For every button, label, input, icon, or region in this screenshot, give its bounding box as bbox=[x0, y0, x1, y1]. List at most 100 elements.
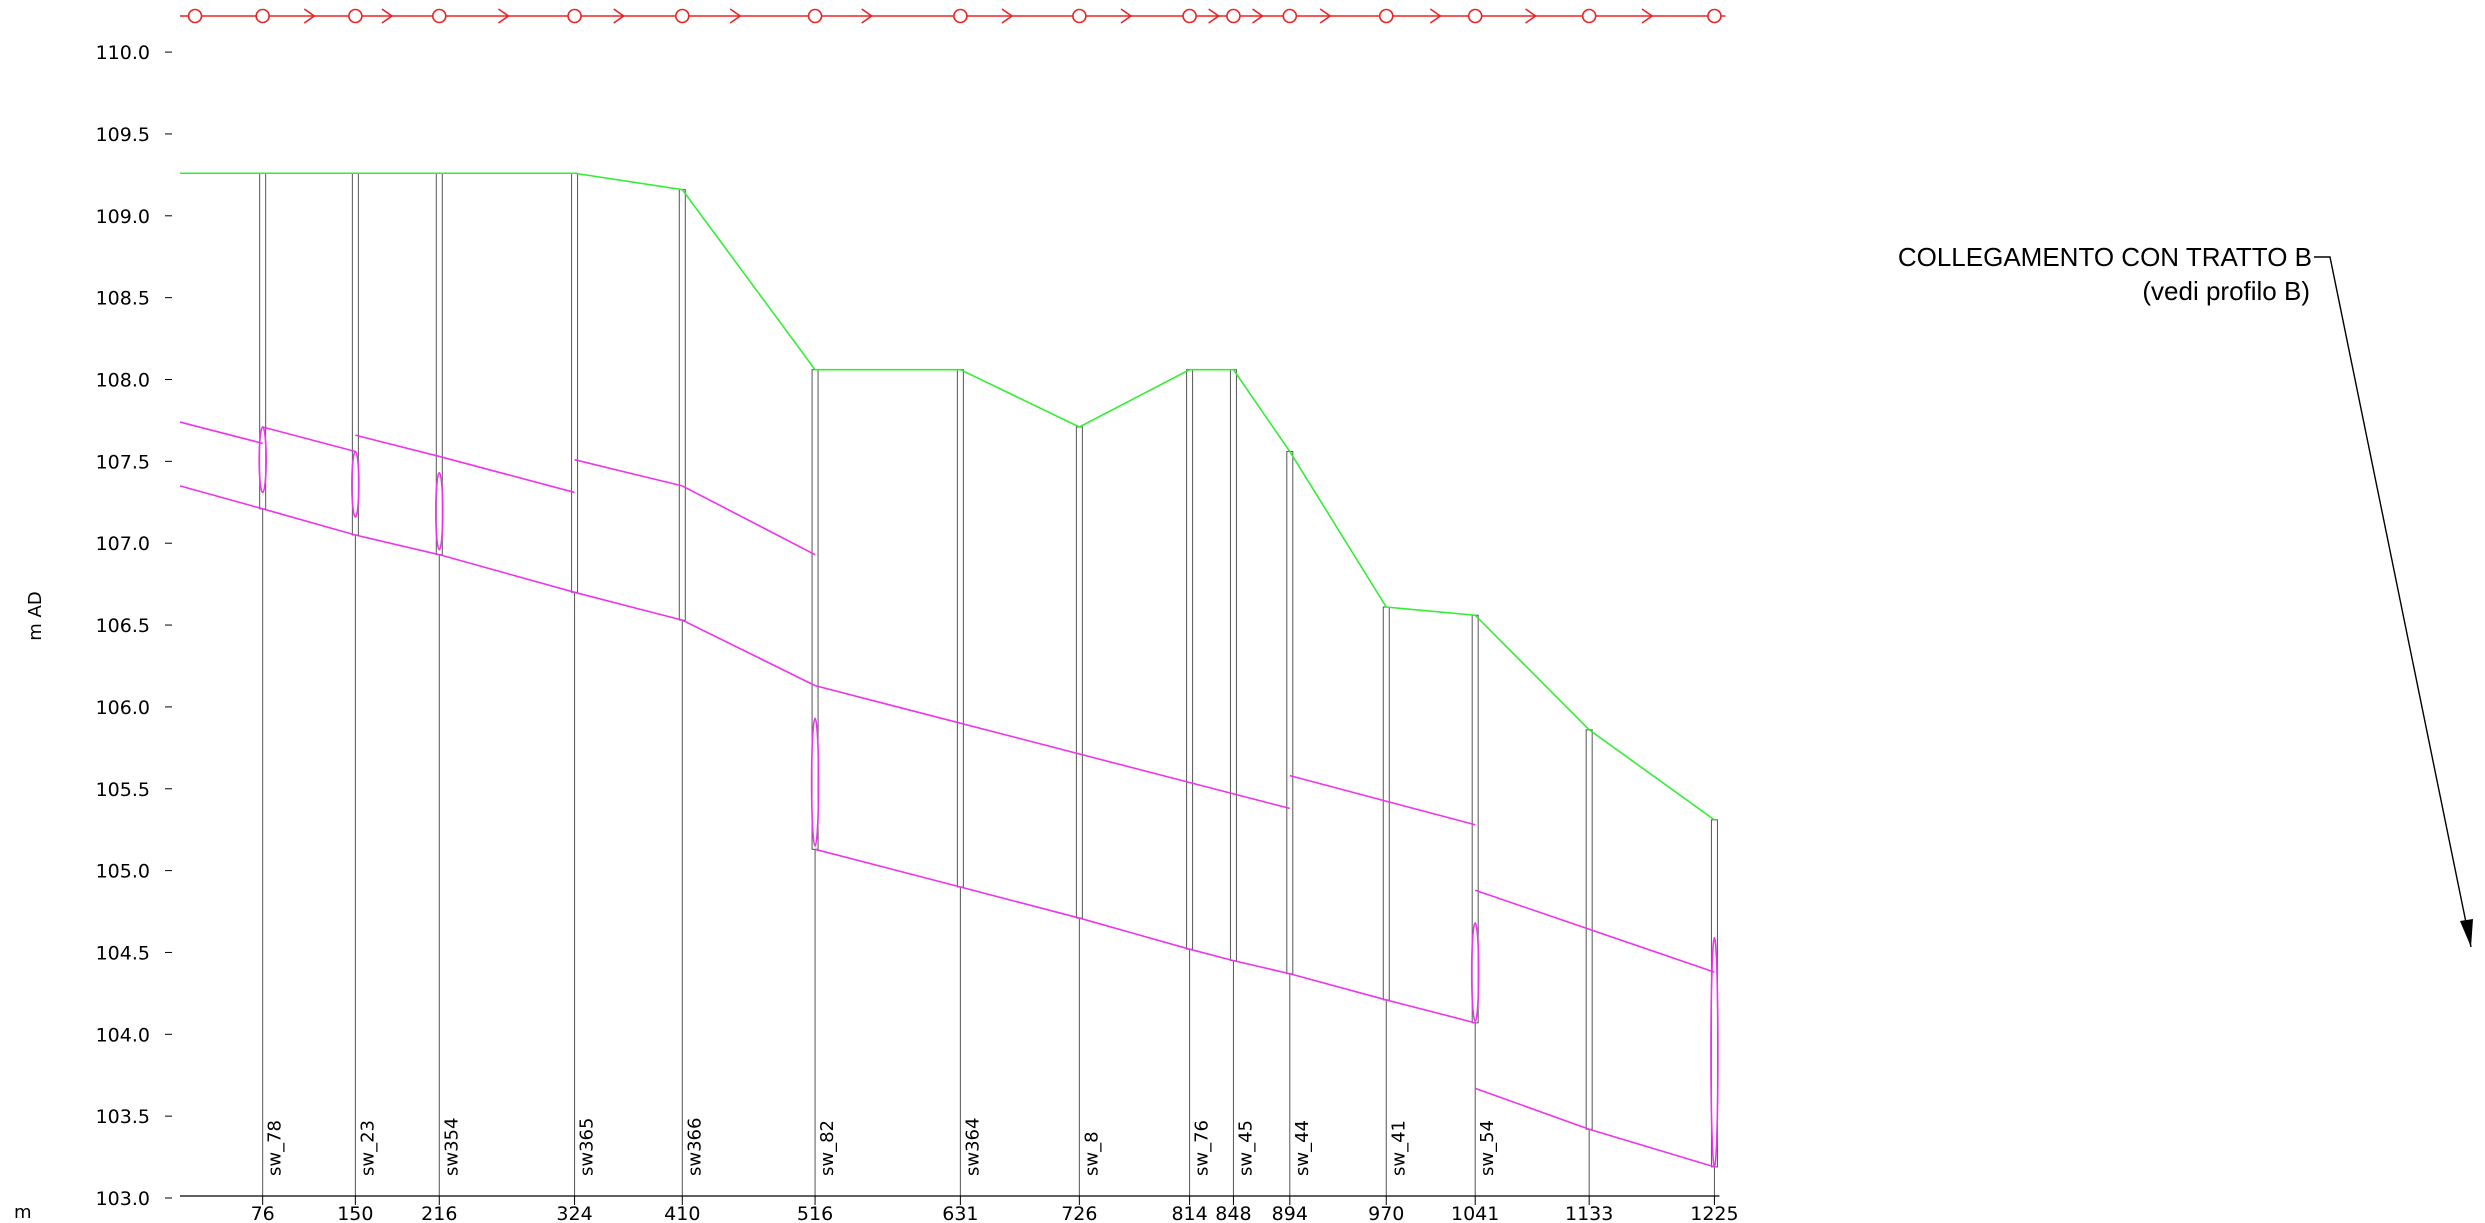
manhole-label: sw366 bbox=[684, 1118, 705, 1176]
flow-node-circle bbox=[1072, 8, 1087, 24]
ground-profile bbox=[180, 172, 1715, 821]
x-tick-label: 814 bbox=[1171, 1203, 1207, 1223]
pipe-invert-line bbox=[179, 485, 816, 687]
flow-arrow bbox=[497, 8, 510, 24]
flow-node-circle bbox=[1378, 8, 1394, 24]
x-tick-label: 516 bbox=[797, 1203, 833, 1223]
flow-node-circle bbox=[674, 8, 690, 24]
annotation-line2: (vedi profilo B) bbox=[2142, 276, 2310, 306]
pipe-invert-line bbox=[814, 848, 1476, 1024]
flow-node-circle bbox=[807, 8, 823, 24]
flow-node-circle bbox=[1182, 8, 1197, 24]
manhole-shaft bbox=[1286, 451, 1294, 975]
manhole-label: sw_78 bbox=[265, 1120, 286, 1176]
flow-arrow bbox=[861, 8, 874, 24]
pipe-crown-segment bbox=[681, 485, 816, 556]
manhole-shaft bbox=[678, 189, 686, 621]
y-tick-label: 105.5 bbox=[96, 779, 150, 801]
y-tick-label: 107.0 bbox=[96, 533, 150, 555]
y-tick-label: 109.0 bbox=[96, 206, 150, 228]
flow-arrow bbox=[1319, 8, 1332, 24]
x-tick-label: 1041 bbox=[1451, 1203, 1499, 1223]
x-axis: 76 150 216 324 410 516 631 726 814 848 894 970 1041 1… bbox=[180, 1195, 1739, 1223]
manhole-label: sw354 bbox=[441, 1118, 462, 1176]
pipe-drop-ellipse bbox=[434, 472, 444, 551]
flow-node-circle bbox=[953, 8, 968, 24]
flow-node-circle bbox=[1707, 8, 1722, 24]
flow-node-circle bbox=[348, 8, 363, 24]
y-tick-label: 108.5 bbox=[96, 288, 150, 310]
manhole-label: sw_54 bbox=[1477, 1120, 1498, 1176]
x-tick-label: 1225 bbox=[1690, 1203, 1738, 1223]
y-tick-label: 106.0 bbox=[96, 697, 150, 719]
pipe-drop-ellipse bbox=[258, 426, 267, 494]
x-tick-label: 1133 bbox=[1565, 1203, 1613, 1223]
flow-arrow bbox=[1208, 8, 1221, 24]
pipe-crown-segment bbox=[1474, 889, 1715, 973]
x-tick-label: 150 bbox=[337, 1203, 373, 1223]
manhole-shaft bbox=[351, 172, 359, 536]
ground-line bbox=[180, 172, 1715, 821]
manhole-shaft bbox=[1471, 614, 1479, 1024]
manhole-shaft bbox=[811, 369, 819, 850]
pipe-drop-ellipse bbox=[1470, 922, 1480, 1023]
y-axis-label: m AD bbox=[25, 591, 46, 640]
y-tick-label: 104.5 bbox=[96, 942, 150, 964]
manhole-label: sw_76 bbox=[1192, 1120, 1213, 1176]
pipe-crown-segment bbox=[814, 684, 1291, 810]
manhole-shaft bbox=[956, 369, 964, 888]
x-tick-label: 970 bbox=[1368, 1203, 1404, 1223]
x-tick-label: 631 bbox=[942, 1203, 978, 1223]
manhole-label: sw_45 bbox=[1235, 1120, 1256, 1176]
flow-arrow bbox=[1525, 8, 1537, 24]
pipe-crown-segment bbox=[179, 421, 263, 445]
manhole-shaft bbox=[259, 172, 267, 510]
annotation-leader-line bbox=[2314, 256, 2472, 948]
pipe-crown-segment bbox=[262, 426, 356, 453]
manhole-label: sw365 bbox=[577, 1118, 598, 1176]
x-tick-label: 726 bbox=[1061, 1203, 1097, 1223]
flow-arrow bbox=[1001, 8, 1014, 24]
flow-arrow bbox=[1252, 8, 1264, 24]
manhole-label: sw_41 bbox=[1388, 1120, 1409, 1176]
manhole-shaft bbox=[1229, 369, 1237, 962]
manhole-shaft bbox=[1186, 369, 1194, 950]
flow-arrow bbox=[729, 8, 742, 24]
pipe-crown-segment bbox=[1289, 774, 1476, 826]
flow-arrow bbox=[381, 8, 394, 24]
y-tick-label: 103.5 bbox=[96, 1106, 150, 1128]
manhole-shaft bbox=[571, 172, 579, 593]
pipe-crown-segment bbox=[355, 434, 440, 458]
manhole-shaft bbox=[435, 172, 443, 556]
flow-arrow bbox=[1120, 8, 1133, 24]
y-tick-label: 103.0 bbox=[96, 1188, 150, 1210]
flow-node-circle bbox=[1282, 8, 1298, 24]
annotation-arrowhead bbox=[2460, 919, 2473, 947]
pipe-drop-ellipse bbox=[810, 717, 820, 847]
manhole-label: sw_8 bbox=[1081, 1131, 1102, 1176]
y-tick-label: 108.0 bbox=[96, 370, 150, 392]
flow-arrow bbox=[303, 8, 316, 24]
x-tick-label: 848 bbox=[1215, 1203, 1251, 1223]
manhole-label: sw364 bbox=[962, 1118, 983, 1176]
x-tick-label: 216 bbox=[421, 1203, 457, 1223]
y-tick-label: 107.5 bbox=[96, 451, 150, 473]
flow-node-circle bbox=[1226, 8, 1241, 24]
manhole-shaft bbox=[1710, 819, 1718, 1168]
x-tick-label: 324 bbox=[556, 1203, 592, 1223]
pipe-drop-ellipse bbox=[351, 450, 360, 518]
manhole-label: sw_82 bbox=[817, 1120, 838, 1176]
manhole-label: sw_44 bbox=[1292, 1120, 1313, 1176]
flow-arrow bbox=[613, 8, 626, 24]
pipe-invert-line bbox=[1474, 1087, 1715, 1168]
flow-node-circle bbox=[567, 8, 582, 24]
flow-node-circle bbox=[1467, 8, 1483, 24]
flow-node-circle bbox=[255, 8, 270, 24]
pipe-crown-segment bbox=[439, 455, 575, 494]
y-tick-label: 104.0 bbox=[96, 1024, 150, 1046]
flow-node-circle bbox=[187, 8, 203, 24]
y-tick-label: 109.5 bbox=[96, 124, 150, 146]
y-tick-label: 110.0 bbox=[96, 42, 150, 64]
manhole-shaft bbox=[1382, 606, 1390, 1001]
